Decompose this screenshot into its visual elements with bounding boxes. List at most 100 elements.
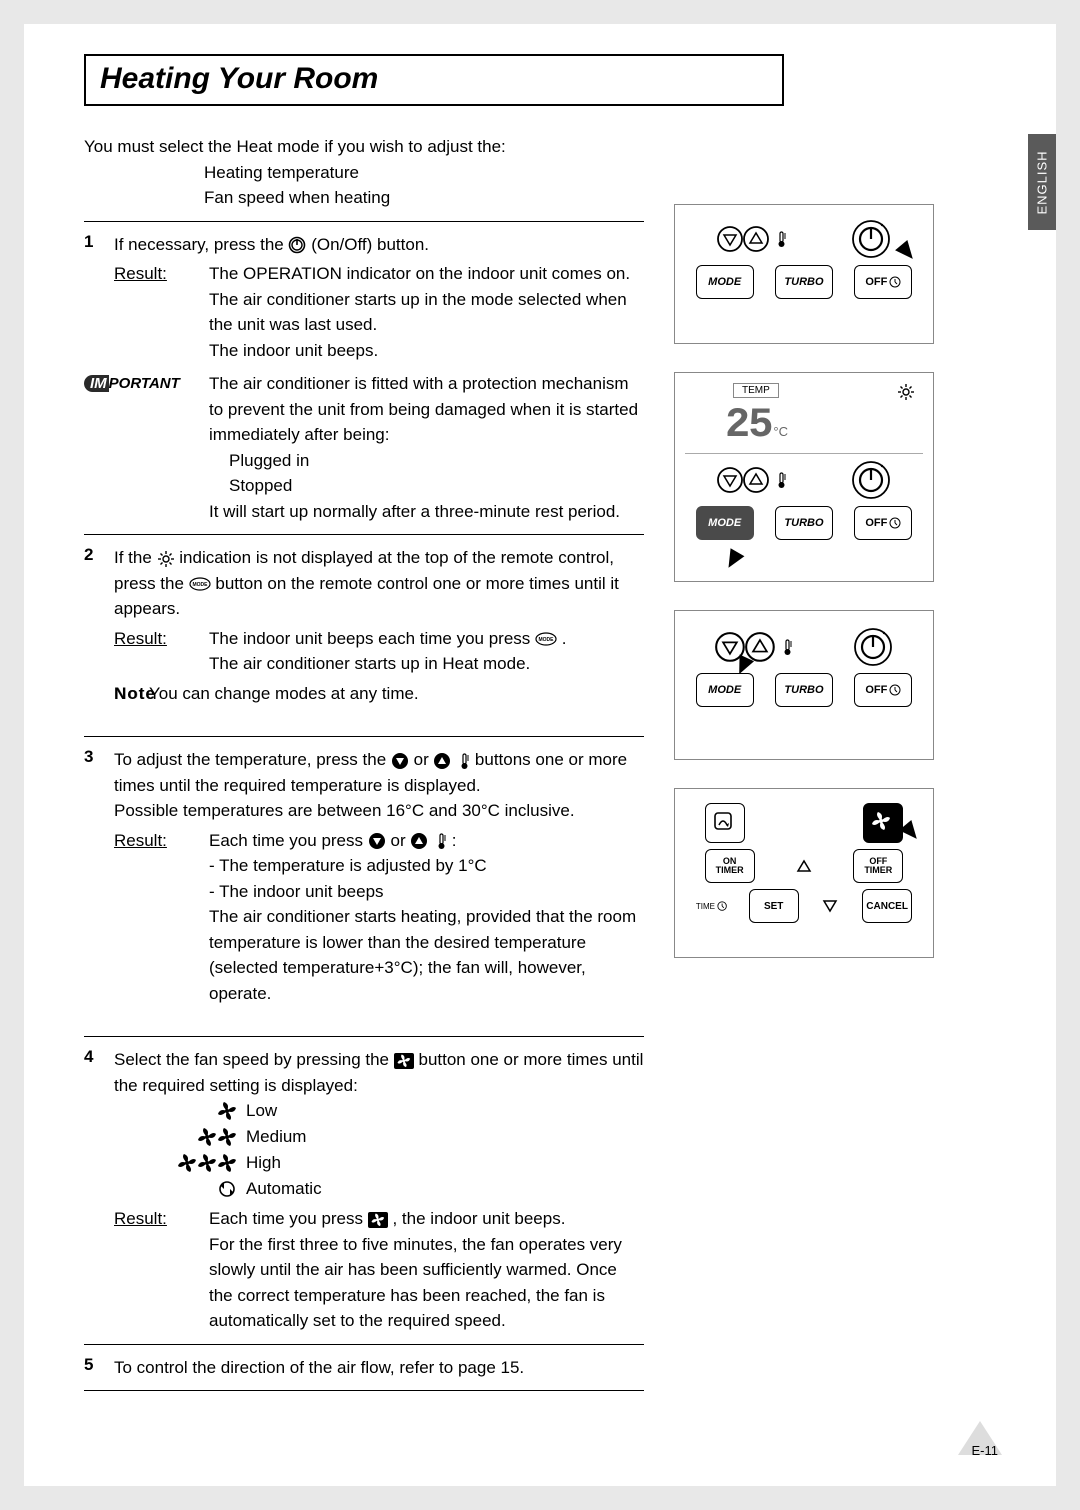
mode-button-icon <box>535 632 557 646</box>
on-timer-button[interactable]: ON TIMER <box>705 849 755 883</box>
step1-important: The air conditioner is fitted with a pro… <box>209 371 644 524</box>
fan-icon <box>198 1128 216 1146</box>
down-triangle-icon <box>368 832 386 850</box>
remote-panel-2: TEMP 25 °C MODE <box>674 372 934 582</box>
step-3: 3 To adjust the temperature, press the o… <box>84 747 644 1006</box>
step2-note: You can change modes at any time. <box>149 681 644 707</box>
intro-sub2: Fan speed when heating <box>84 185 644 211</box>
page-title-box: Heating Your Room <box>84 54 784 106</box>
divider <box>84 1344 644 1345</box>
step2-result: The indoor unit beeps each time you pres… <box>209 626 644 677</box>
thermometer-icon <box>773 471 787 489</box>
up-triangle-button[interactable] <box>745 632 775 662</box>
sun-icon <box>897 383 915 401</box>
clock-icon <box>889 517 901 529</box>
clock-icon <box>889 276 901 288</box>
down-triangle-button[interactable] <box>820 897 840 915</box>
turbo-button[interactable]: TURBO <box>775 265 833 299</box>
intro-block: You must select the Heat mode if you wis… <box>84 134 644 211</box>
page-title: Heating Your Room <box>100 62 768 96</box>
fan-icon <box>218 1128 236 1146</box>
language-tab: ENGLISH <box>1028 134 1056 230</box>
down-triangle-button[interactable] <box>717 467 743 493</box>
fan-button[interactable] <box>863 803 903 843</box>
result-label: Result: <box>114 261 199 363</box>
divider <box>84 1036 644 1037</box>
swing-icon <box>714 812 736 834</box>
result-label: Result: <box>114 828 199 1007</box>
fan-speed-list: Low Medium High Automatic <box>114 1098 644 1202</box>
turbo-button[interactable]: TURBO <box>775 506 833 540</box>
step-number: 3 <box>84 747 102 1006</box>
step4-result: Each time you press , the indoor unit be… <box>209 1206 644 1334</box>
mode-button[interactable]: MODE <box>696 506 754 540</box>
thermometer-icon <box>773 230 787 248</box>
fan-button-icon <box>394 1053 414 1069</box>
intro-line: You must select the Heat mode if you wis… <box>84 134 644 160</box>
result-label: Result: <box>114 1206 199 1334</box>
down-triangle-button[interactable] <box>717 226 743 252</box>
cancel-button[interactable]: CANCEL <box>862 889 912 923</box>
mode-button[interactable]: MODE <box>696 265 754 299</box>
turbo-button[interactable]: TURBO <box>775 673 833 707</box>
remote-panel-1: MODE TURBO OFF <box>674 204 934 344</box>
fan-icon <box>218 1154 236 1172</box>
thermometer-icon <box>433 832 447 850</box>
up-triangle-icon <box>410 832 428 850</box>
thermometer-icon <box>456 752 470 770</box>
step-5: 5 To control the direction of the air fl… <box>84 1355 644 1381</box>
mode-button[interactable]: MODE <box>696 673 754 707</box>
language-label: ENGLISH <box>1035 150 1050 214</box>
fan-icon <box>178 1154 196 1172</box>
step3-result: Each time you press or : - The temperatu… <box>209 828 644 1007</box>
step3-text: To adjust the temperature, press the or … <box>114 747 644 824</box>
divider <box>84 736 644 737</box>
remote-illustrations: MODE TURBO OFF TEMP 25 °C <box>674 134 954 1401</box>
off-timer-button[interactable]: OFF TIMER <box>853 849 903 883</box>
step-number: 5 <box>84 1355 102 1381</box>
result-label: Result: <box>114 626 199 677</box>
divider <box>84 1390 644 1391</box>
up-triangle-button[interactable] <box>743 467 769 493</box>
temperature-value: 25 <box>725 401 771 449</box>
off-button[interactable]: OFF <box>854 673 912 707</box>
power-button[interactable] <box>851 219 891 259</box>
clock-icon <box>889 684 901 696</box>
up-triangle-icon <box>433 752 451 770</box>
power-button[interactable] <box>853 627 893 667</box>
important-badge: IMPORTANT <box>84 371 199 524</box>
step-number: 4 <box>84 1047 102 1334</box>
step-1: 1 If necessary, press the (On/Off) butto… <box>84 232 644 525</box>
divider <box>84 221 644 222</box>
auto-rotate-icon <box>218 1180 236 1198</box>
temp-label: TEMP <box>733 383 779 398</box>
sun-icon <box>157 550 175 568</box>
up-triangle-button[interactable] <box>794 857 814 875</box>
set-button[interactable]: SET <box>749 889 799 923</box>
step5-text: To control the direction of the air flow… <box>114 1355 644 1381</box>
thermometer-icon <box>779 638 793 656</box>
fan-button-icon <box>368 1212 388 1228</box>
remote-panel-3: MODE TURBO OFF <box>674 610 934 760</box>
step-4: 4 Select the fan speed by pressing the b… <box>84 1047 644 1334</box>
fan-icon <box>872 812 894 834</box>
step1-result: The OPERATION indicator on the indoor un… <box>209 261 644 363</box>
remote-panel-4: ON TIMER OFF TIMER TIME SET CANCEL <box>674 788 934 958</box>
fan-icon <box>218 1102 236 1120</box>
up-triangle-button[interactable] <box>743 226 769 252</box>
fan-icon <box>198 1154 216 1172</box>
off-button[interactable]: OFF <box>854 506 912 540</box>
intro-sub1: Heating temperature <box>84 160 644 186</box>
pointer-arrow <box>722 548 745 572</box>
power-button[interactable] <box>851 460 891 500</box>
temp-unit: °C <box>773 424 788 439</box>
mode-button-icon <box>189 577 211 591</box>
power-icon <box>288 236 306 254</box>
swing-button[interactable] <box>705 803 745 843</box>
time-label: TIME <box>696 902 715 911</box>
off-button[interactable]: OFF <box>854 265 912 299</box>
page-number: E-11 <box>972 1443 999 1458</box>
clock-icon <box>717 901 727 911</box>
step2-text: If the indication is not displayed at th… <box>114 545 644 622</box>
down-triangle-icon <box>391 752 409 770</box>
